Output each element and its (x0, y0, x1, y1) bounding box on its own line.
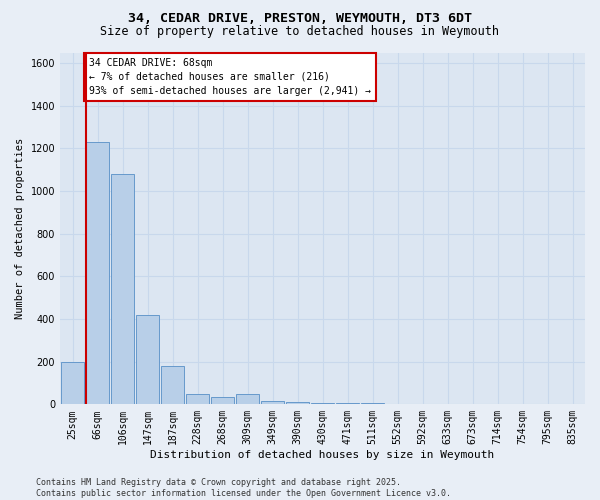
Bar (286, 402, 309, 404)
Bar (61, 362, 84, 405)
Bar (211, 397, 234, 404)
Text: 34, CEDAR DRIVE, PRESTON, WEYMOUTH, DT3 6DT: 34, CEDAR DRIVE, PRESTON, WEYMOUTH, DT3 … (128, 12, 472, 26)
Text: Contains HM Land Registry data © Crown copyright and database right 2025.
Contai: Contains HM Land Registry data © Crown c… (36, 478, 451, 498)
Bar (236, 394, 259, 404)
X-axis label: Distribution of detached houses by size in Weymouth: Distribution of detached houses by size … (151, 450, 494, 460)
Text: Size of property relative to detached houses in Weymouth: Size of property relative to detached ho… (101, 25, 499, 38)
Bar (261, 401, 284, 404)
Bar (86, 142, 109, 405)
Bar (136, 315, 159, 404)
Bar (186, 394, 209, 404)
Y-axis label: Number of detached properties: Number of detached properties (15, 138, 25, 319)
Text: 34 CEDAR DRIVE: 68sqm
← 7% of detached houses are smaller (216)
93% of semi-deta: 34 CEDAR DRIVE: 68sqm ← 7% of detached h… (89, 58, 371, 96)
Bar (161, 366, 184, 405)
Bar (111, 174, 134, 404)
